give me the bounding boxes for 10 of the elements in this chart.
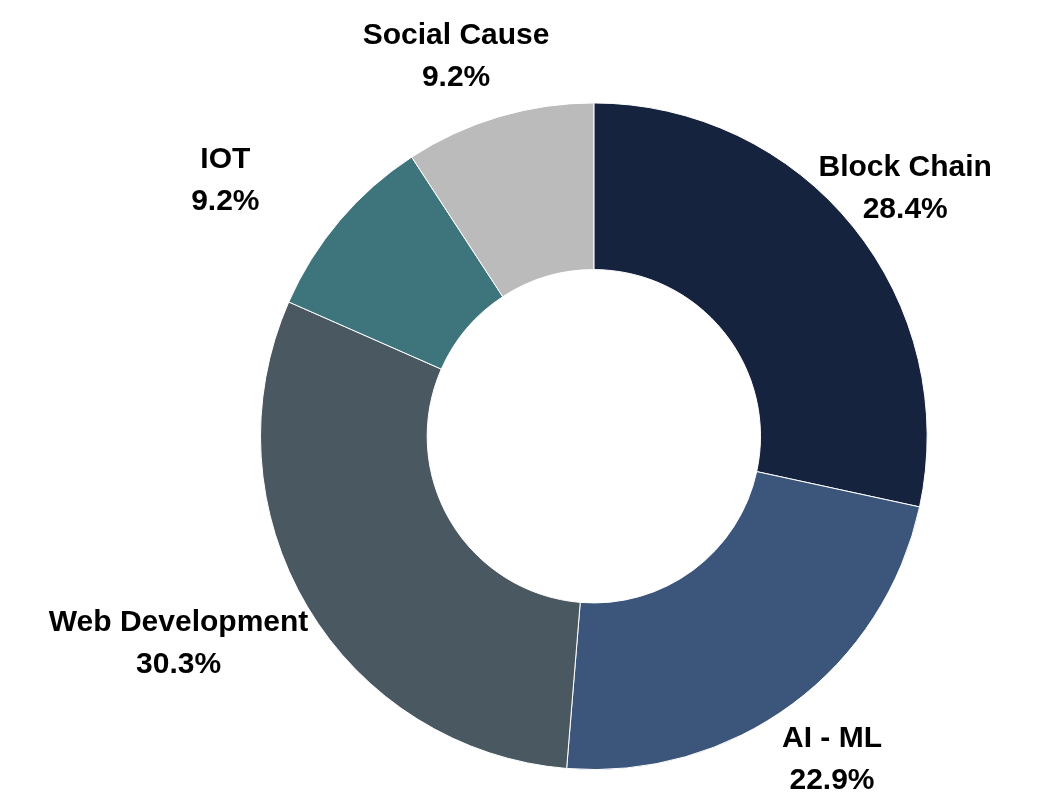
- data-label: 9.2%: [421, 59, 491, 93]
- data-label: 9.2%: [191, 183, 260, 217]
- data-label: 22.9%: [789, 762, 875, 796]
- data-label: 28.4%: [862, 191, 948, 225]
- slice-label: Block Chain: [818, 149, 992, 183]
- data-label: 30.3%: [136, 646, 222, 680]
- slice-label: Social Cause: [362, 17, 550, 51]
- slice-label: AI - ML: [782, 720, 882, 754]
- slice-label: Web Development: [48, 604, 309, 638]
- slice-label: IOT: [200, 141, 251, 175]
